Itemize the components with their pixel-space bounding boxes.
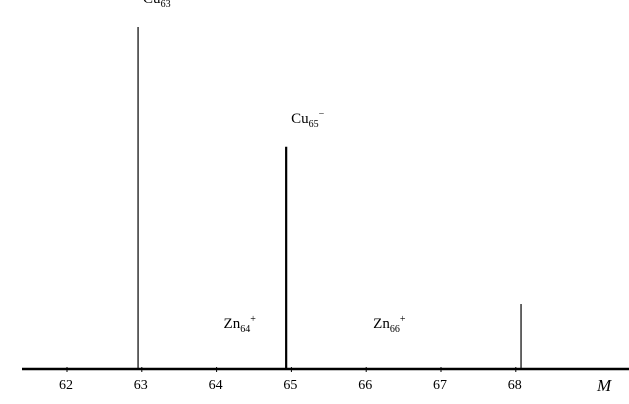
x-tick-label: 66	[358, 378, 373, 393]
x-tick-label: 65	[283, 378, 298, 393]
x-tick-label: 63	[133, 378, 148, 393]
ion-annotation: Zn64+	[223, 314, 256, 335]
x-axis-label: M	[597, 376, 612, 395]
x-tick-label: 68	[507, 378, 522, 393]
peak-label: Cu65−	[291, 108, 325, 130]
ion-annotation: Zn66+	[373, 314, 406, 335]
x-tick-label: 64	[208, 378, 223, 393]
x-tick-label: 67	[433, 378, 447, 393]
peak-label: Cu63	[143, 0, 171, 10]
x-tick-label: 62	[59, 378, 73, 393]
